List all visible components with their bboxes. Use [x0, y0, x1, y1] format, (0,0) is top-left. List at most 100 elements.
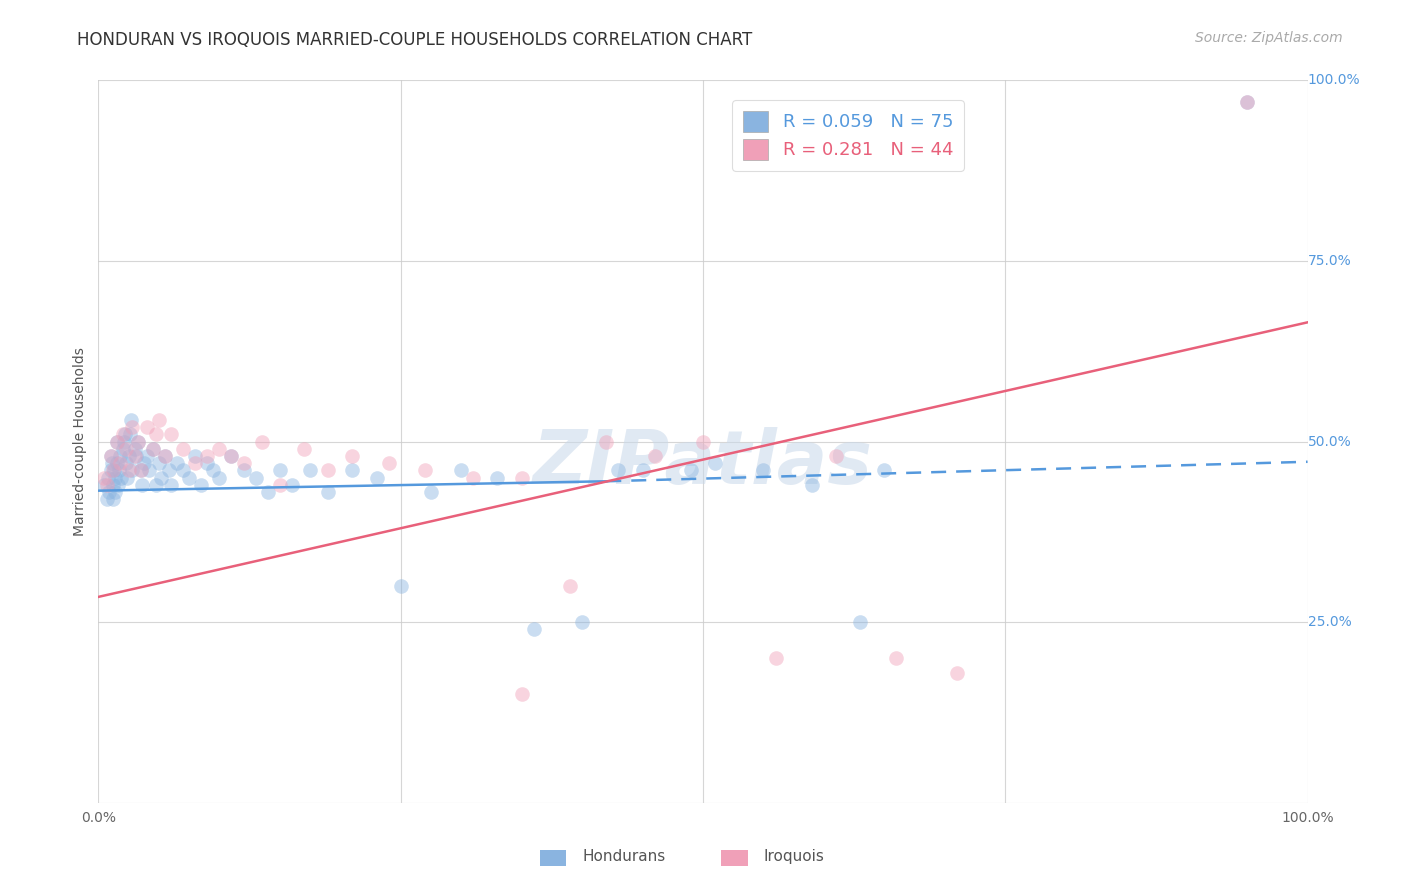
- Text: 50.0%: 50.0%: [1308, 434, 1351, 449]
- Text: 25.0%: 25.0%: [1308, 615, 1351, 629]
- Point: [644, 449, 666, 463]
- Point: [510, 470, 533, 484]
- Point: [420, 485, 443, 500]
- Point: [752, 463, 775, 477]
- FancyBboxPatch shape: [721, 850, 748, 865]
- Point: [135, 449, 157, 463]
- Point: [93, 478, 115, 492]
- Point: [486, 470, 509, 484]
- Point: [111, 442, 134, 456]
- Point: [127, 434, 149, 449]
- Point: [221, 449, 243, 463]
- Point: [142, 442, 165, 456]
- Point: [96, 492, 118, 507]
- Point: [523, 623, 546, 637]
- Point: [117, 470, 139, 484]
- Point: [184, 449, 207, 463]
- Point: [118, 449, 141, 463]
- Point: [202, 463, 225, 477]
- Point: [96, 478, 118, 492]
- Point: [190, 478, 212, 492]
- Point: [342, 463, 364, 477]
- Point: [256, 485, 278, 500]
- Point: [316, 485, 339, 500]
- Point: [129, 463, 152, 477]
- Point: [148, 413, 170, 427]
- Text: Hondurans: Hondurans: [582, 849, 665, 864]
- Point: [413, 463, 436, 477]
- Point: [631, 463, 654, 477]
- Point: [450, 463, 472, 477]
- Text: HONDURAN VS IROQUOIS MARRIED-COUPLE HOUSEHOLDS CORRELATION CHART: HONDURAN VS IROQUOIS MARRIED-COUPLE HOUS…: [77, 31, 752, 49]
- Point: [153, 449, 176, 463]
- Legend: R = 0.059   N = 75, R = 0.281   N = 44: R = 0.059 N = 75, R = 0.281 N = 44: [733, 100, 965, 170]
- Point: [825, 449, 848, 463]
- Point: [115, 456, 138, 470]
- Point: [160, 478, 183, 492]
- Point: [93, 470, 115, 484]
- Point: [153, 449, 176, 463]
- Point: [150, 470, 173, 484]
- Point: [104, 470, 127, 484]
- Point: [120, 413, 142, 427]
- Point: [1236, 95, 1258, 109]
- Point: [129, 463, 152, 477]
- Point: [101, 492, 124, 507]
- Point: [121, 463, 143, 477]
- Point: [131, 478, 153, 492]
- Point: [103, 463, 125, 477]
- Point: [124, 442, 146, 456]
- Point: [101, 478, 124, 492]
- Point: [389, 579, 412, 593]
- Point: [100, 456, 122, 470]
- Point: [121, 420, 143, 434]
- Point: [148, 456, 170, 470]
- Point: [873, 463, 896, 477]
- Text: 75.0%: 75.0%: [1308, 254, 1351, 268]
- Point: [463, 470, 485, 484]
- Point: [134, 456, 156, 470]
- Point: [679, 463, 702, 477]
- Point: [299, 463, 322, 477]
- Point: [98, 485, 121, 500]
- Point: [849, 615, 872, 630]
- Point: [208, 470, 231, 484]
- Point: [112, 434, 135, 449]
- Point: [138, 463, 160, 477]
- Point: [172, 442, 194, 456]
- Point: [800, 478, 823, 492]
- Point: [108, 456, 131, 470]
- Point: [118, 427, 141, 442]
- Point: [208, 442, 231, 456]
- Point: [105, 456, 128, 470]
- Text: Source: ZipAtlas.com: Source: ZipAtlas.com: [1195, 31, 1343, 45]
- Point: [105, 434, 128, 449]
- Point: [886, 651, 908, 665]
- Point: [100, 449, 122, 463]
- Point: [118, 463, 141, 477]
- Point: [946, 665, 969, 680]
- Point: [110, 470, 132, 484]
- Point: [101, 463, 124, 477]
- Point: [232, 463, 254, 477]
- Point: [107, 478, 129, 492]
- Point: [269, 478, 291, 492]
- Point: [377, 456, 399, 470]
- Point: [607, 463, 630, 477]
- Point: [704, 456, 727, 470]
- Point: [558, 579, 581, 593]
- Point: [281, 478, 304, 492]
- Point: [179, 470, 201, 484]
- Point: [108, 463, 131, 477]
- Point: [125, 449, 148, 463]
- Point: [166, 456, 188, 470]
- Text: ZIPatlas: ZIPatlas: [533, 426, 873, 500]
- Point: [104, 485, 127, 500]
- Point: [157, 463, 180, 477]
- Point: [105, 434, 128, 449]
- Point: [195, 456, 218, 470]
- Point: [250, 434, 273, 449]
- Point: [115, 442, 138, 456]
- Point: [510, 687, 533, 701]
- Point: [232, 456, 254, 470]
